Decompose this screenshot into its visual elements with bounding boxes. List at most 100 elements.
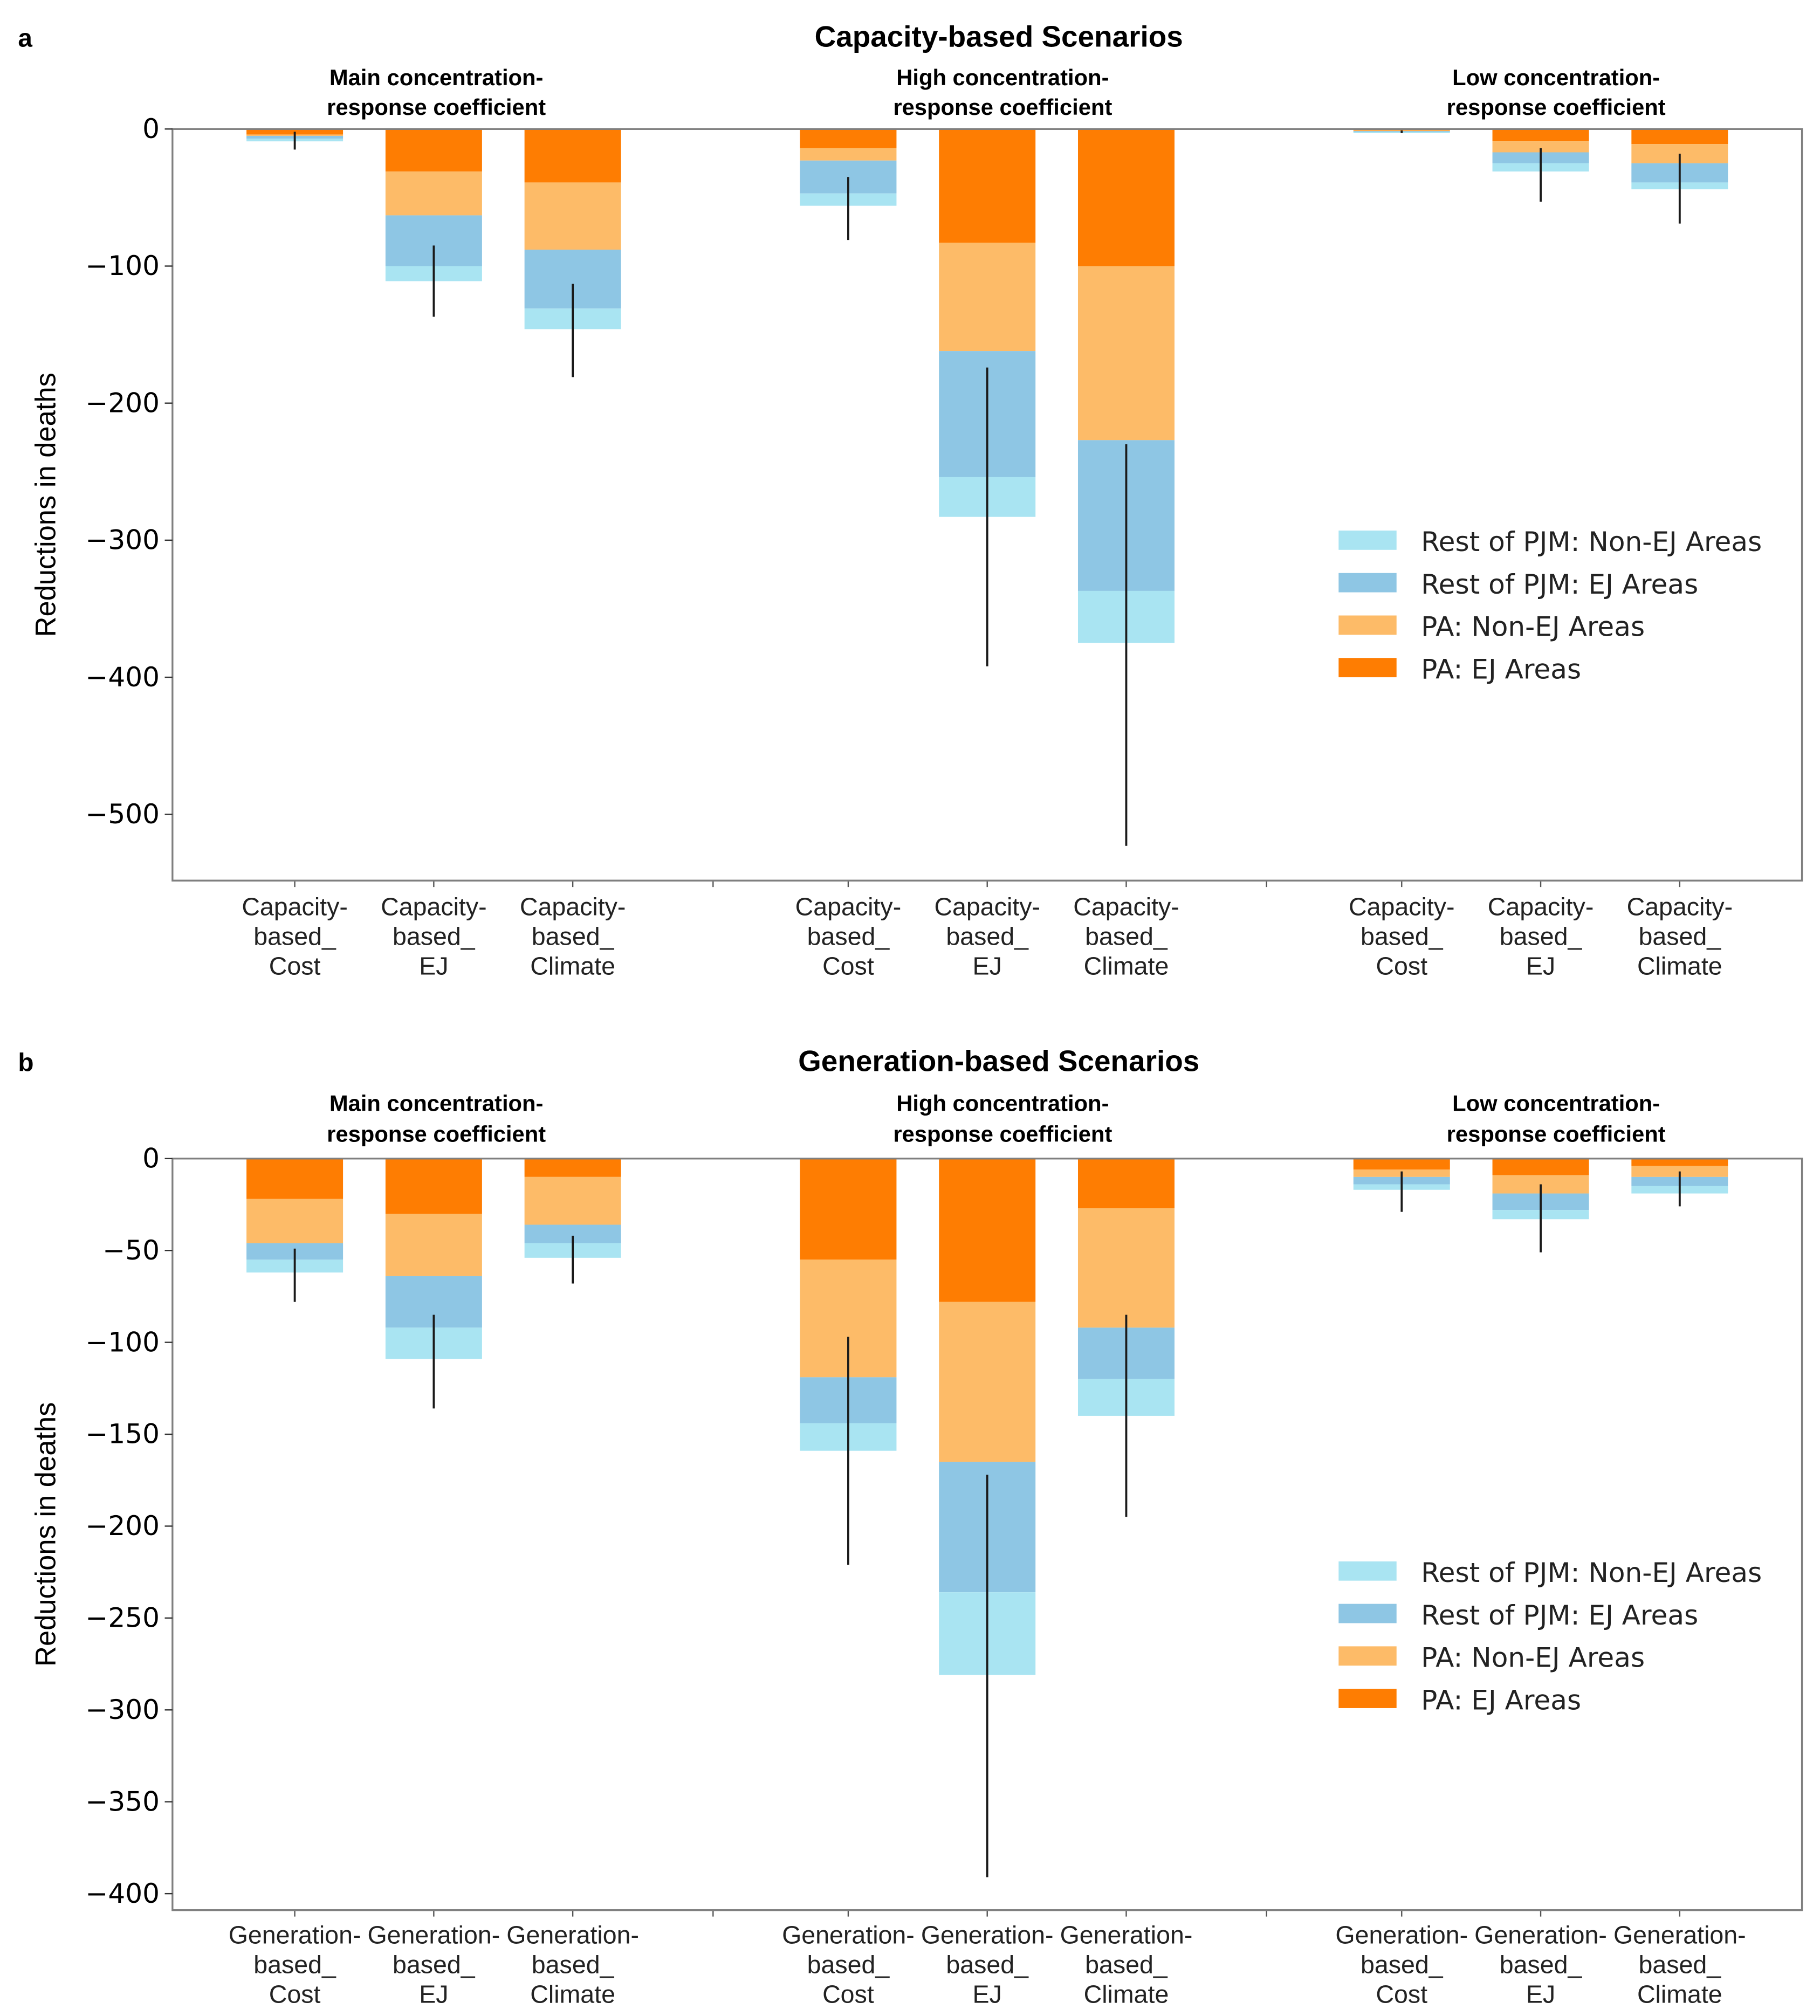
x-tick-label: Generation-	[1474, 1921, 1607, 1949]
x-tick-label: Capacity-	[1349, 893, 1455, 921]
bar-group: Low concentration-response coefficient Ge…	[1335, 1090, 1746, 2008]
x-tick-label: based_	[1500, 1951, 1583, 1979]
x-tick-label: Capacity-	[1488, 893, 1594, 921]
group-title-line: response coefficient	[1447, 94, 1666, 120]
bar-segment-pa-non-ej	[800, 148, 897, 161]
x-tick-label: EJ	[973, 952, 1002, 980]
bar-segment-pa-ej	[246, 1158, 344, 1199]
panel-letter: b	[18, 1048, 33, 1077]
x-tick-label: based_	[1361, 1951, 1444, 1979]
bar-segment-pa-ej	[1631, 1158, 1728, 1166]
x-tick-label: Cost	[269, 1980, 321, 2008]
stacked-bar: Generation-based_EJ	[921, 1158, 1054, 2008]
legend-swatch	[1338, 573, 1397, 593]
stacked-bar: Generation-based_Climate	[1060, 1158, 1192, 2008]
legend-swatch	[1338, 615, 1397, 635]
panel-a-capacity-based: a Capacity-based Scenarios Main concentrat…	[18, 20, 1803, 980]
legend-label: PA: Non-EJ Areas	[1421, 1642, 1645, 1674]
legend-swatch	[1338, 530, 1397, 550]
x-tick-label: Capacity-	[1073, 893, 1179, 921]
stacked-bar: Capacity-based_Climate	[520, 129, 626, 980]
stacked-bar: Generation-based_Cost	[229, 1158, 361, 2008]
legend-item: Rest of PJM: Non-EJ Areas	[1338, 1557, 1762, 1588]
legend-swatch	[1338, 1561, 1397, 1581]
stacked-bar: Capacity-based_Climate	[1073, 129, 1179, 980]
stacked-bar: Generation-based_Cost	[1335, 1158, 1468, 2008]
bar-segment-pa-non-ej	[1631, 1166, 1728, 1177]
x-tick-label: Cost	[1376, 952, 1427, 980]
bar-segment-pa-non-ej	[524, 1176, 621, 1225]
y-axis-label: Reductions in deaths	[30, 373, 62, 637]
x-tick-label: Cost	[1376, 1980, 1427, 2008]
y-tick-label: −400	[85, 1877, 160, 1909]
bar-segment-pa-non-ej	[524, 182, 621, 250]
x-tick-label: Capacity-	[520, 893, 626, 921]
legend-label: PA: EJ Areas	[1421, 653, 1581, 685]
y-tick-label: −500	[85, 798, 160, 830]
group-title-line: High concentration-	[896, 65, 1109, 90]
x-tick-label: based_	[1085, 923, 1168, 951]
x-tick-label: based_	[253, 1951, 336, 1979]
x-tick-label: Generation-	[367, 1921, 500, 1949]
y-tick-label: −100	[85, 1326, 160, 1358]
y-tick-label: −50	[102, 1234, 160, 1266]
x-tick-label: Generation-	[921, 1921, 1054, 1949]
stacked-bar: Capacity-based_Climate	[1627, 129, 1733, 980]
x-tick-label: EJ	[973, 1980, 1002, 2008]
x-tick-label: based_	[946, 1951, 1029, 1979]
bar-segment-pa-non-ej	[939, 1302, 1036, 1462]
x-tick-label: based_	[393, 1951, 476, 1979]
bar-segment-pa-non-ej	[1077, 1208, 1175, 1328]
x-tick-label: EJ	[1526, 952, 1555, 980]
x-tick-label: EJ	[419, 1980, 448, 2008]
group-title-line: response coefficient	[327, 94, 546, 120]
bar-segment-pa-ej	[939, 1158, 1036, 1302]
stacked-bar: Generation-based_Cost	[782, 1158, 915, 2008]
y-tick-label: −250	[85, 1602, 160, 1634]
x-tick-label: based_	[532, 1951, 615, 1979]
x-tick-label: Generation-	[1335, 1921, 1468, 1949]
bar-segment-pa-ej	[939, 129, 1036, 243]
bar-group: High concentration-response coefficient C…	[795, 65, 1179, 980]
bar-segment-pa-ej	[1077, 1158, 1175, 1208]
legend-item: Rest of PJM: EJ Areas	[1338, 568, 1698, 600]
x-tick-label: Climate	[1637, 952, 1722, 980]
bar-segment-pa-ej	[1353, 1158, 1450, 1170]
bar-segment-pa-ej	[385, 129, 482, 172]
group-title-line: response coefficient	[893, 1121, 1112, 1147]
x-tick-label: based_	[807, 1951, 890, 1979]
y-tick-label: −300	[85, 1694, 160, 1725]
legend-item: Rest of PJM: Non-EJ Areas	[1338, 526, 1762, 558]
axes-frame	[171, 1158, 1803, 1911]
x-tick-label: based_	[253, 923, 336, 951]
legend-label: PA: EJ Areas	[1421, 1684, 1581, 1716]
stacked-bar: Generation-based_Climate	[1613, 1158, 1746, 2008]
panel-b-generation-based: b Generation-based Scenarios Main concentr…	[18, 1044, 1803, 2008]
bar-segment-pa-ej	[800, 129, 897, 148]
legend-label: Rest of PJM: Non-EJ Areas	[1421, 1557, 1762, 1588]
bar-segment-pa-ej	[1492, 1158, 1589, 1175]
bar-segment-pa-ej	[800, 1158, 897, 1260]
x-tick-label: EJ	[1526, 1980, 1555, 2008]
group-title-line: Low concentration-	[1452, 65, 1660, 90]
x-tick-label: Cost	[822, 1980, 874, 2008]
bar-group: Main concentration-response coefficient C…	[242, 65, 626, 980]
bar-segment-pa-ej	[1492, 129, 1589, 142]
x-tick-label: based_	[807, 923, 890, 951]
x-tick-label: based_	[946, 923, 1029, 951]
stacked-bar: Capacity-based_EJ	[934, 129, 1040, 980]
stacked-bar: Capacity-based_EJ	[381, 129, 487, 980]
stacked-bar: Capacity-based_Cost	[795, 129, 901, 980]
x-tick-label: Climate	[1084, 1980, 1169, 2008]
bar-segment-pa-non-ej	[246, 1199, 344, 1243]
x-tick-label: based_	[1085, 1951, 1168, 1979]
group-title-line: response coefficient	[893, 94, 1112, 120]
bar-segment-pa-ej	[524, 129, 621, 183]
stacked-bar: Generation-based_EJ	[1474, 1158, 1607, 2008]
bar-segment-pa-non-ej	[939, 243, 1036, 352]
bar-segment-pa-non-ej	[385, 171, 482, 216]
x-tick-label: Generation-	[506, 1921, 639, 1949]
bar-group: Low concentration-response coefficient Ca…	[1349, 65, 1733, 980]
panel-letter: a	[18, 24, 32, 53]
x-tick-label: Cost	[269, 952, 321, 980]
